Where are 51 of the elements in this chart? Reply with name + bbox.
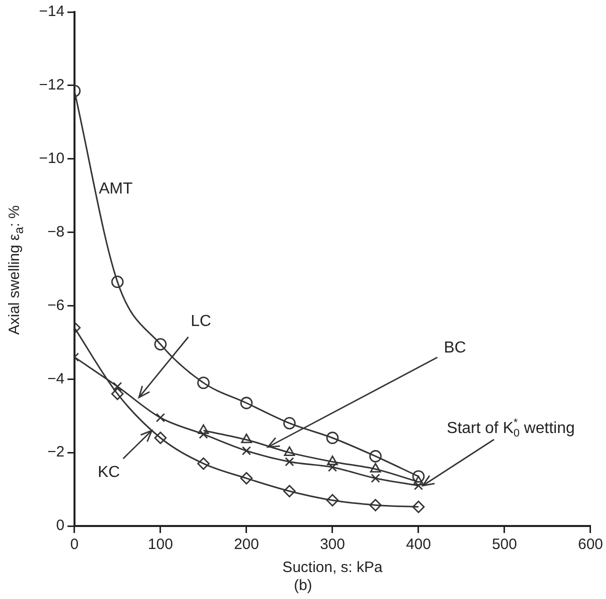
annotation: KC [98,464,120,481]
point [328,462,338,472]
point [326,432,339,444]
y-tick-label: −14 [38,3,64,20]
annotation: BC [444,339,466,356]
x-axis-title: Suction, s: kPa [282,559,384,576]
x-tick-label: 0 [70,536,79,554]
point [154,432,167,444]
y-tick-label: −6 [47,296,64,314]
x-tick-label: 400 [406,536,431,554]
annotation: LC [190,312,212,330]
point [111,388,124,400]
point [283,484,296,498]
x-tick-label: 200 [234,536,259,554]
point [412,500,425,514]
point [370,462,381,473]
y-tick-label: 0 [56,517,64,534]
point [413,476,424,486]
point [327,456,338,466]
point [242,446,252,456]
point [284,457,294,466]
point [369,498,382,512]
point [412,470,425,483]
point [156,413,166,422]
y-tick-label: −8 [47,223,64,240]
point [283,417,296,430]
point [198,424,209,434]
point [154,338,167,350]
point [198,430,208,439]
point [240,472,253,484]
point [370,474,380,483]
x-tick-label: 500 [492,536,517,554]
y-tick-label: −12 [38,76,64,94]
text: (b) [294,577,312,594]
point [197,457,210,470]
y-tick-label: −2 [47,444,64,461]
point [369,450,382,462]
x-tick-label: 300 [320,536,345,554]
point [112,382,122,392]
x-tick-label: 600 [578,536,603,554]
y-tick-label: −10 [38,150,64,167]
x-tick-label: 100 [148,536,173,554]
y-tick-label: −4 [47,370,64,388]
point [414,481,424,490]
point [240,434,252,444]
annotation: AMT [98,180,133,198]
point [284,446,295,456]
point [240,396,253,410]
point [197,376,210,390]
point [326,494,339,506]
point [111,276,124,288]
